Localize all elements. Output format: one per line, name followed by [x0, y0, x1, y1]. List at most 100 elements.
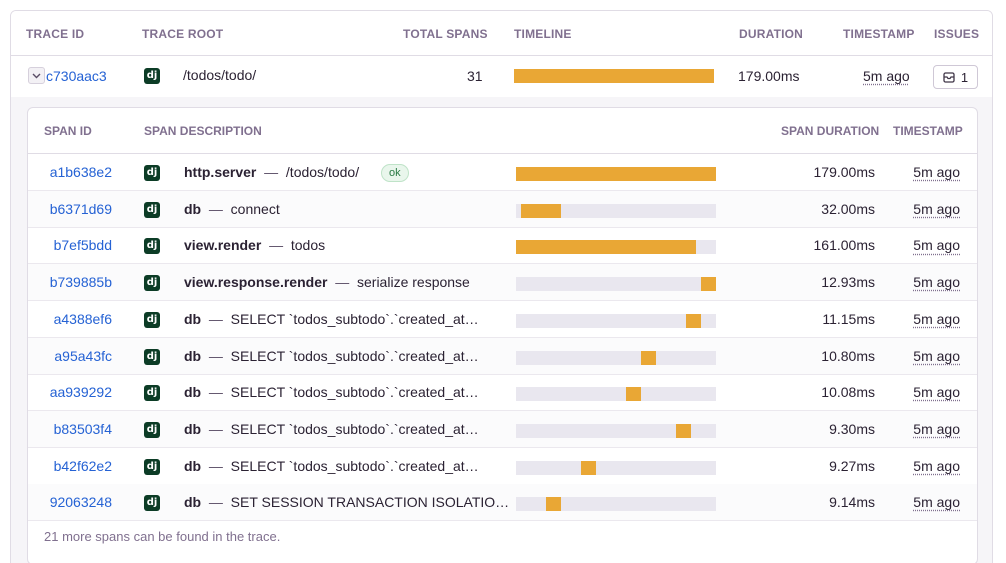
span-timeline-track: [516, 277, 716, 292]
span-description: db — SELECT `todos_subtodo`.`created_at…: [184, 457, 479, 474]
col-span-id: SPAN ID: [44, 124, 92, 138]
col-duration[interactable]: DURATION: [739, 27, 804, 41]
trace-root: /todos/todo/: [183, 67, 257, 83]
col-span-timestamp: TIMESTAMP: [893, 124, 963, 138]
span-row[interactable]: a95a43fc dj db — SELECT `todos_subtodo`.…: [28, 337, 977, 375]
django-icon: dj: [144, 201, 160, 218]
span-timestamp[interactable]: 5m ago: [913, 384, 960, 401]
django-icon: dj: [144, 238, 160, 255]
trace-id-link[interactable]: c730aac3: [46, 68, 107, 84]
col-timestamp[interactable]: TIMESTAMP: [843, 27, 915, 41]
span-timeline-bar: [581, 460, 596, 475]
span-timeline-bar: [516, 167, 716, 181]
span-id-link[interactable]: b7ef5bdd: [53, 237, 112, 254]
col-trace-id[interactable]: TRACE ID: [26, 27, 85, 41]
span-timeline-track: [516, 423, 716, 438]
span-desc-text: connect: [230, 200, 280, 217]
span-op: db: [184, 384, 202, 401]
status-badge: ok: [381, 164, 409, 182]
span-row[interactable]: b83503f4 dj db — SELECT `todos_subtodo`.…: [28, 410, 977, 448]
span-id-link[interactable]: a4388ef6: [53, 310, 112, 327]
span-timestamp[interactable]: 5m ago: [913, 310, 960, 327]
span-description: db — SELECT `todos_subtodo`.`created_at…: [184, 347, 479, 364]
span-id-link[interactable]: aa939292: [49, 384, 112, 401]
span-duration: 9.30ms: [829, 420, 875, 437]
django-icon: dj: [144, 165, 160, 181]
span-duration: 9.14ms: [829, 494, 875, 511]
col-trace-root[interactable]: TRACE ROOT: [142, 27, 224, 41]
span-desc-text: SELECT `todos_subtodo`.`created_at…: [230, 457, 479, 474]
span-timeline-track: [516, 460, 716, 475]
spans-table-header: SPAN ID SPAN DESCRIPTION SPAN DURATION T…: [28, 108, 977, 154]
span-op: db: [184, 494, 202, 511]
span-timeline-track: [516, 387, 716, 402]
span-duration: 10.80ms: [821, 347, 875, 364]
span-timestamp[interactable]: 5m ago: [913, 420, 960, 437]
span-row[interactable]: b42f62e2 dj db — SELECT `todos_subtodo`.…: [28, 448, 977, 485]
span-timestamp[interactable]: 5m ago: [913, 274, 960, 291]
span-row[interactable]: a4388ef6 dj db — SELECT `todos_subtodo`.…: [28, 301, 977, 338]
col-span-duration: SPAN DURATION: [781, 124, 880, 138]
span-duration: 9.27ms: [829, 457, 875, 474]
span-desc-text: /todos/todo/: [285, 164, 360, 180]
span-desc-text: SELECT `todos_subtodo`.`created_at…: [230, 347, 479, 364]
issues-count: 1: [960, 69, 969, 85]
span-timeline-bar: [516, 240, 696, 255]
chevron-down-icon[interactable]: [28, 67, 45, 84]
span-timestamp[interactable]: 5m ago: [913, 457, 960, 474]
span-desc-text: todos: [290, 237, 326, 254]
span-desc-text: serialize response: [357, 274, 470, 291]
span-description: db — SET SESSION TRANSACTION ISOLATIO…: [184, 494, 510, 511]
span-description: http.server — /todos/todo/: [184, 164, 360, 180]
django-icon: dj: [144, 495, 160, 512]
span-timeline-bar: [676, 423, 691, 438]
span-desc-text: SELECT `todos_subtodo`.`created_at…: [230, 384, 479, 401]
span-timestamp[interactable]: 5m ago: [913, 164, 960, 180]
span-id-link[interactable]: b83503f4: [53, 420, 112, 437]
more-spans-note: 21 more spans can be found in the trace.: [44, 529, 281, 544]
django-icon: dj: [144, 68, 160, 84]
issues-icon: [943, 71, 955, 83]
span-timestamp[interactable]: 5m ago: [913, 347, 960, 364]
span-id-link[interactable]: 92063248: [49, 494, 112, 511]
span-id-link[interactable]: a1b638e2: [49, 164, 112, 180]
trace-expanded-panel: SPAN ID SPAN DESCRIPTION SPAN DURATION T…: [11, 97, 992, 563]
span-id-link[interactable]: b6371d69: [49, 200, 112, 217]
span-description: db — SELECT `todos_subtodo`.`created_at…: [184, 420, 479, 437]
django-icon: dj: [144, 458, 160, 475]
span-description: view.render — todos: [184, 237, 326, 254]
span-timeline-bar: [546, 497, 561, 512]
spans-table: SPAN ID SPAN DESCRIPTION SPAN DURATION T…: [27, 107, 978, 563]
span-op: db: [184, 420, 202, 437]
span-description: view.response.render — serialize respons…: [184, 274, 470, 291]
span-op: db: [184, 457, 202, 474]
span-timestamp[interactable]: 5m ago: [913, 494, 960, 511]
col-issues: ISSUES: [934, 27, 980, 41]
trace-row[interactable]: c730aac3 dj /todos/todo/ 31 179.00ms 5m …: [11, 56, 992, 97]
issues-button[interactable]: 1: [933, 65, 978, 89]
col-total-spans[interactable]: TOTAL SPANS: [403, 27, 488, 41]
span-id-link[interactable]: a95a43fc: [54, 347, 112, 364]
span-id-link[interactable]: b42f62e2: [53, 457, 112, 474]
span-row[interactable]: b6371d69 dj db — connect 32.00ms 5m ago: [28, 190, 977, 228]
table-header: TRACE ID TRACE ROOT TOTAL SPANS TIMELINE…: [11, 11, 992, 56]
span-desc-text: SET SESSION TRANSACTION ISOLATIO…: [230, 494, 510, 511]
trace-timestamp[interactable]: 5m ago: [863, 68, 910, 84]
span-timeline-track: [516, 240, 716, 255]
span-timestamp[interactable]: 5m ago: [913, 200, 960, 217]
span-id-link[interactable]: b739885b: [49, 274, 112, 291]
traces-table: TRACE ID TRACE ROOT TOTAL SPANS TIMELINE…: [10, 10, 993, 563]
span-timestamp[interactable]: 5m ago: [913, 237, 960, 254]
span-op: db: [184, 347, 202, 364]
span-row[interactable]: 92063248 dj db — SET SESSION TRANSACTION…: [28, 484, 977, 522]
span-row[interactable]: b739885b dj view.response.render — seria…: [28, 264, 977, 302]
span-description: db — SELECT `todos_subtodo`.`created_at…: [184, 310, 479, 327]
span-op: view.response.render: [184, 274, 328, 291]
span-row[interactable]: aa939292 dj db — SELECT `todos_subtodo`.…: [28, 374, 977, 412]
total-spans-value: 31: [467, 68, 483, 84]
span-timeline-track: [516, 497, 716, 512]
span-row[interactable]: a1b638e2 dj http.server — /todos/todo/ 1…: [28, 154, 977, 191]
django-icon: dj: [144, 275, 160, 292]
span-desc-text: SELECT `todos_subtodo`.`created_at…: [230, 420, 479, 437]
span-row[interactable]: b7ef5bdd dj view.render — todos 161.00ms…: [28, 227, 977, 265]
